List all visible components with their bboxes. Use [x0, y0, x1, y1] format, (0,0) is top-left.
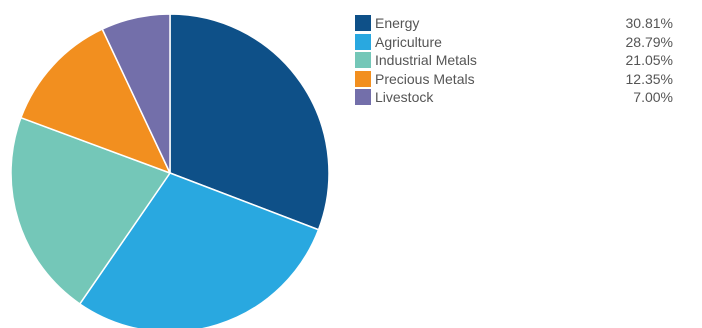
legend-swatch-energy	[355, 15, 371, 31]
legend-swatch-livestock	[355, 89, 371, 105]
legend-value-energy: 30.81%	[626, 15, 673, 31]
chart-legend: Energy 30.81% Agriculture 28.79% Industr…	[355, 14, 673, 107]
legend-label-livestock: Livestock	[375, 89, 433, 105]
legend-item-precious-metals: Precious Metals 12.35%	[355, 70, 673, 89]
legend-swatch-agriculture	[355, 34, 371, 50]
legend-item-industrial-metals: Industrial Metals 21.05%	[355, 51, 673, 70]
legend-value-industrial-metals: 21.05%	[626, 52, 673, 68]
pie-chart	[0, 0, 345, 328]
legend-value-livestock: 7.00%	[633, 89, 673, 105]
legend-label-agriculture: Agriculture	[375, 34, 442, 50]
legend-label-precious-metals: Precious Metals	[375, 71, 475, 87]
legend-swatch-industrial-metals	[355, 52, 371, 68]
legend-swatch-precious-metals	[355, 71, 371, 87]
legend-item-livestock: Livestock 7.00%	[355, 88, 673, 107]
legend-item-agriculture: Agriculture 28.79%	[355, 33, 673, 52]
legend-value-agriculture: 28.79%	[626, 34, 673, 50]
legend-label-energy: Energy	[375, 15, 419, 31]
legend-value-precious-metals: 12.35%	[626, 71, 673, 87]
legend-item-energy: Energy 30.81%	[355, 14, 673, 33]
legend-label-industrial-metals: Industrial Metals	[375, 52, 477, 68]
